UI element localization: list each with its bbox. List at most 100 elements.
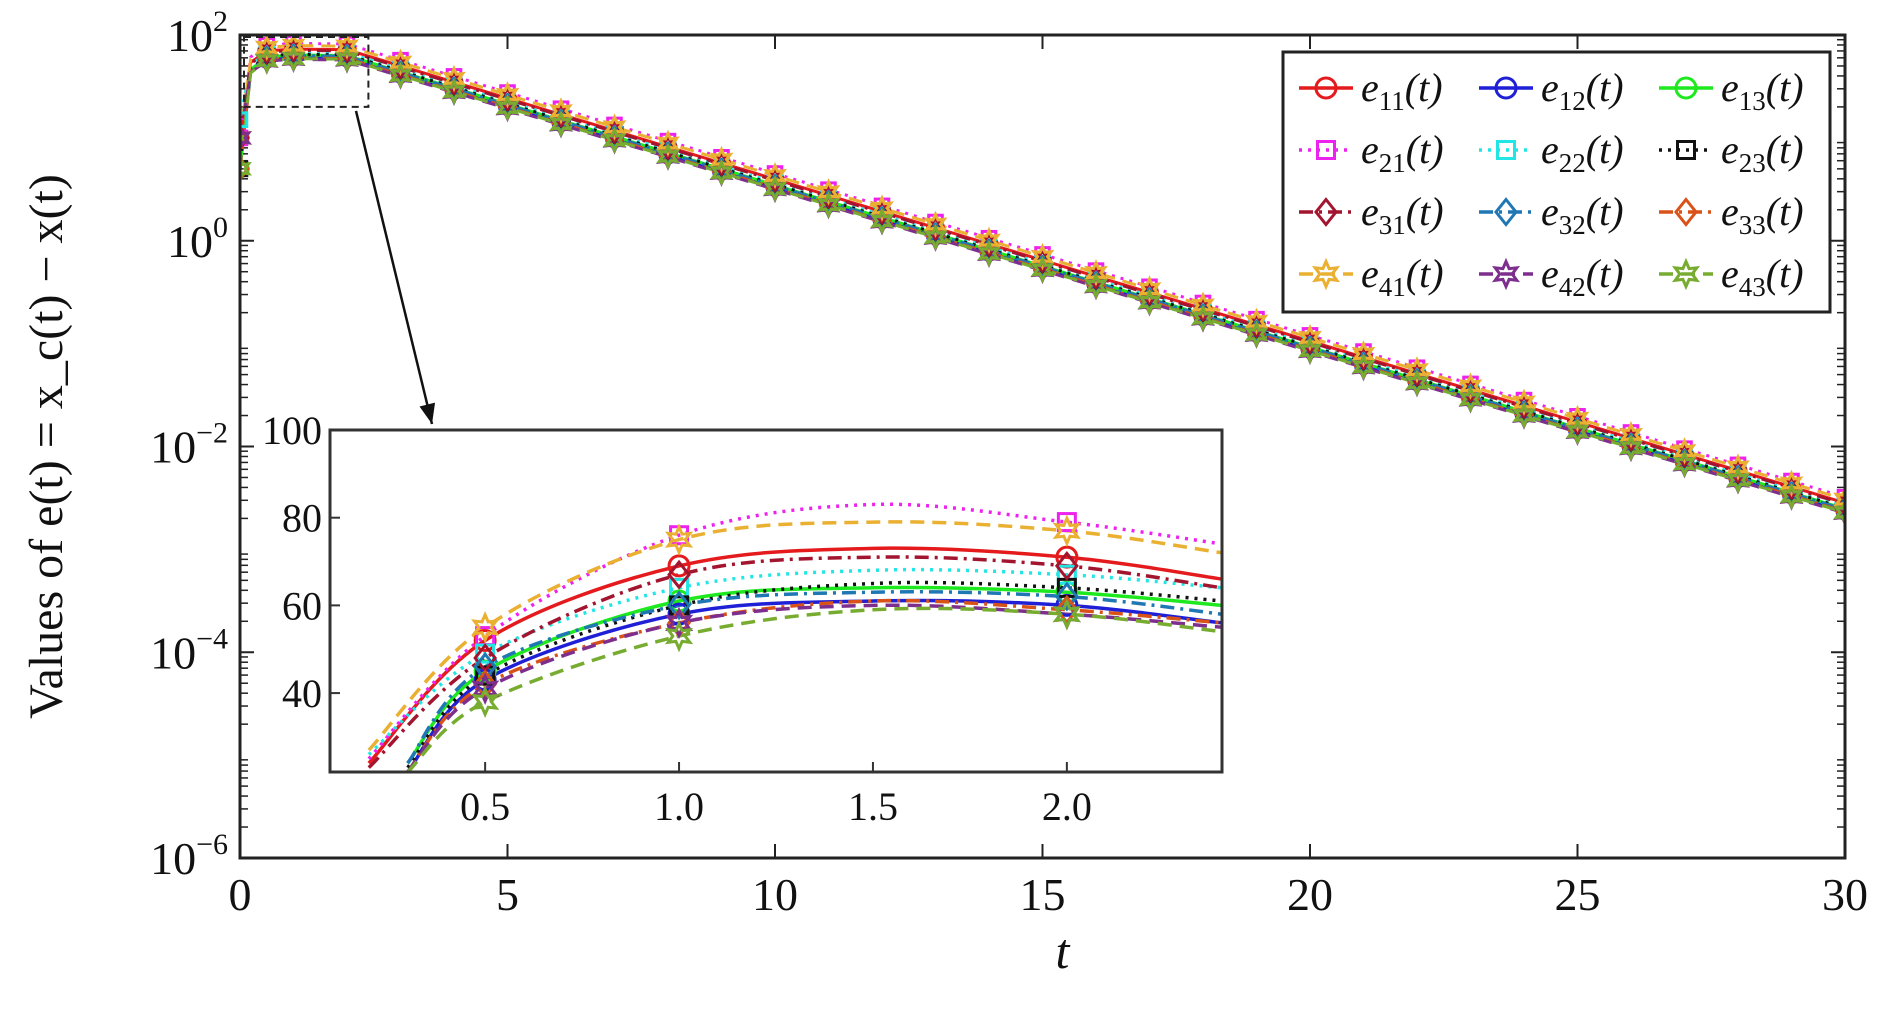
inset-point-e43: [471, 685, 500, 719]
series-point-e43: [763, 174, 787, 203]
inset-x-tick-label: 0.5: [460, 784, 510, 829]
series-point-e41: [1779, 469, 1804, 498]
inset-point-e42: [664, 606, 694, 640]
x-tick-label: 25: [1555, 869, 1601, 920]
y-tick-label: 10−2: [150, 417, 228, 473]
x-tick-label: 5: [496, 869, 519, 920]
series-point-e43: [1512, 401, 1536, 430]
inset-point-e43: [1052, 597, 1081, 631]
legend-label-e22: e22(t): [1541, 127, 1624, 178]
legend-marker-e33: [1674, 197, 1698, 227]
x-axis-label: t: [1056, 923, 1071, 979]
series-point-e43: [254, 46, 279, 75]
series-point-e43: [1405, 369, 1429, 397]
series-point-e43: [1191, 304, 1215, 332]
legend-label-e13: e13(t): [1721, 65, 1804, 116]
series-point-e43: [442, 77, 466, 106]
series-point-e41: [1298, 323, 1322, 352]
series-point-e41: [602, 113, 627, 141]
series-point-e43: [1030, 255, 1055, 284]
inset-line-e22: [367, 567, 1222, 756]
x-tick-label: 20: [1287, 869, 1333, 920]
legend-marker-e12: [1494, 76, 1518, 100]
series-point-e41: [923, 210, 948, 239]
series-point-e43: [1084, 272, 1108, 300]
legend-label-e23: e23(t): [1721, 127, 1804, 178]
series-point-e41: [388, 48, 413, 77]
series-point-e42: [240, 124, 252, 152]
inset-point-e33: [1054, 594, 1079, 625]
series-point-e41: [1619, 420, 1643, 449]
x-tick-label: 0: [229, 869, 252, 920]
inset-x-tick-label: 2.0: [1042, 784, 1092, 829]
legend-marker-e31: [1314, 197, 1338, 227]
series-point-e43: [1137, 288, 1162, 316]
legend-marker-e43: [1671, 257, 1701, 291]
legend-label-e41: e41(t): [1361, 251, 1444, 302]
inset-y-tick-label: 100: [262, 408, 322, 453]
series-point-e41: [442, 64, 466, 93]
series-point-e43: [816, 191, 841, 219]
x-tick-label: 30: [1822, 869, 1868, 920]
series-point-e43: [977, 239, 1001, 268]
inset-point-e21: [1056, 512, 1077, 533]
y-tick-label: 10−6: [150, 828, 228, 884]
series-point-e41: [1137, 275, 1162, 303]
inset-series-layer: [367, 502, 1222, 772]
series-point-e41: [1030, 242, 1055, 271]
inset-y-tick-label: 80: [282, 496, 322, 541]
series-point-e41: [1512, 388, 1536, 417]
series-point-e43: [549, 110, 573, 138]
inset-frame: [328, 428, 1224, 774]
series-point-e43: [1244, 320, 1269, 349]
series-point-e43: [923, 223, 948, 252]
series-point-e43: [1298, 336, 1322, 365]
legend-marker-e22: [1496, 140, 1516, 160]
zoom-arrow-head: [419, 402, 436, 424]
series-line-e22: [240, 50, 1845, 508]
legend-marker-e23: [1676, 140, 1696, 160]
inset-point-e31: [1054, 551, 1079, 581]
series-point-e43: [1833, 498, 1845, 527]
legend-label-e11: e11(t): [1361, 65, 1443, 116]
zoom-arrow-line: [354, 110, 434, 425]
legend-label-e43: e43(t): [1721, 251, 1804, 302]
series-point-e43: [1565, 417, 1590, 446]
x-tick-label: 15: [1020, 869, 1066, 920]
inset-x-tick-label: 1.5: [848, 784, 898, 829]
legend-label-e31: e31(t): [1361, 189, 1444, 240]
series-point-e41: [976, 226, 1002, 255]
y-axis-label: Values of e(t) = x_c(t) − x(t): [20, 174, 73, 719]
series-point-e41: [335, 35, 359, 60]
series-point-e41: [870, 194, 894, 222]
legend-marker-e41: [1311, 257, 1341, 291]
inset-point-e41: [471, 611, 500, 644]
series-point-e41: [1084, 259, 1108, 287]
series-point-e43: [334, 45, 360, 73]
series-point-e41: [816, 178, 841, 206]
series-point-e41: [495, 81, 520, 109]
series-point-e41: [1244, 307, 1269, 336]
inset-point-e41: [1052, 514, 1081, 548]
series-point-e43: [1726, 466, 1750, 494]
series-point-e43: [388, 61, 413, 90]
legend-label-e32: e32(t): [1541, 189, 1624, 240]
series-point-e41: [1726, 453, 1750, 481]
inset-x-tick-label: 1.0: [654, 784, 704, 829]
series-point-e41: [1833, 485, 1845, 514]
legend-marker-e32: [1494, 197, 1518, 227]
series-point-e41: [763, 161, 787, 190]
x-tick-label: 10: [752, 869, 798, 920]
legend-box: [1281, 50, 1832, 314]
legend-marker-e42: [1491, 257, 1521, 291]
inset-point-e31: [667, 559, 691, 590]
inset-point-e23: [475, 665, 496, 686]
legend-label-e21: e21(t): [1361, 127, 1444, 178]
inset-y-tick-label: 60: [282, 583, 322, 628]
series-point-e43: [656, 142, 680, 171]
series-point-e43: [1351, 353, 1376, 381]
series-point-e41: [1405, 356, 1429, 384]
series-point-e41: [1565, 404, 1590, 433]
